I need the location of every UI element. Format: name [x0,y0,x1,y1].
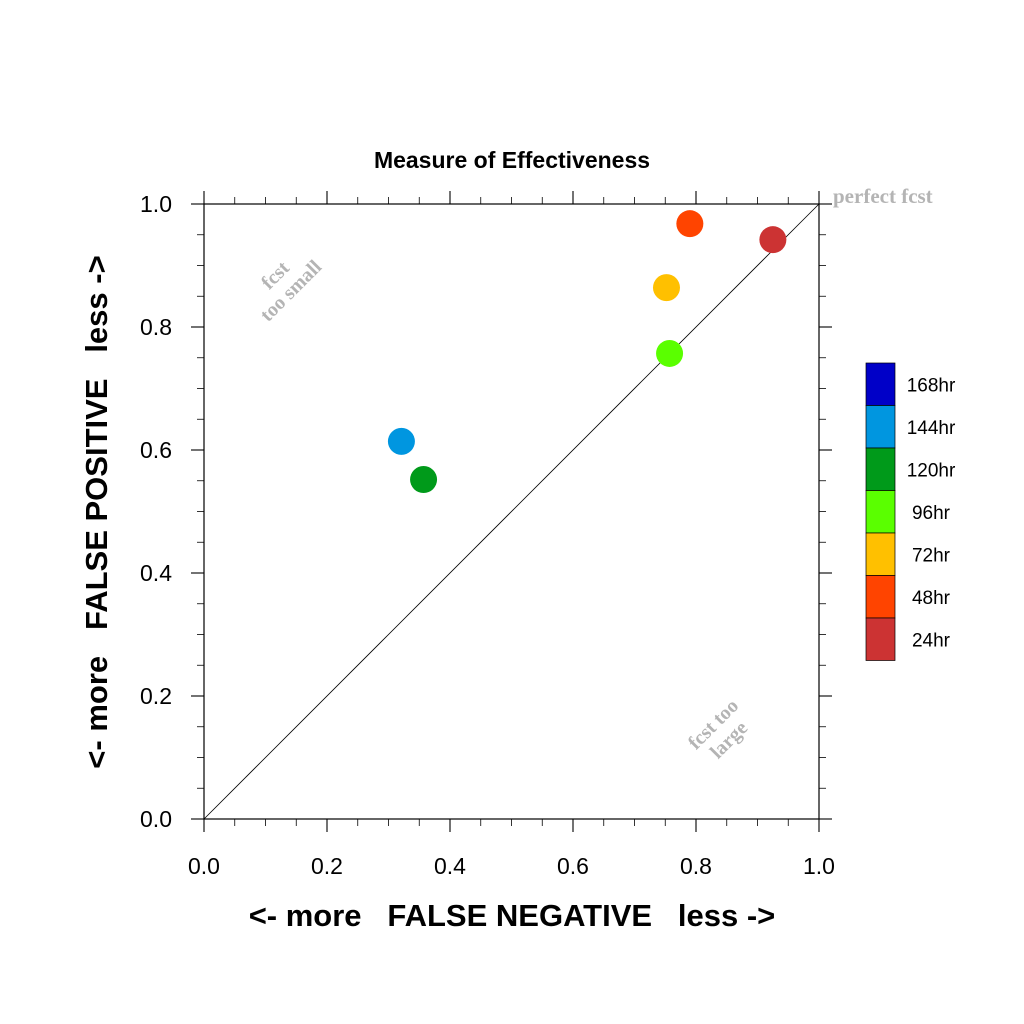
y-tick-label: 0.6 [140,437,172,463]
legend-swatch-72hr [865,532,896,576]
too-small-annotation: fcst too small [256,256,326,326]
x-axis-label: <- more FALSE NEGATIVE less -> [249,898,776,933]
legend-label-144hr: 144hr [907,418,956,439]
x-tick-label: 0.8 [680,853,712,879]
x-tick-label: 1.0 [803,853,835,879]
point-96hr [656,339,684,367]
point-144hr [387,427,415,455]
perfect-forecast-annotation: perfect fcst [833,184,933,208]
x-tick-labels: 0.0 0.2 0.4 0.6 0.8 1.0 [188,853,835,879]
x-tick-label: 0.6 [557,853,589,879]
point-24hr [759,226,787,254]
y-tick-label: 0.2 [140,683,172,709]
legend-label-48hr: 48hr [912,588,951,609]
legend: 168hr 144hr 120hr 96hr 72hr 48hr 24hr [865,362,956,661]
too-large-annotation: fcst too large [684,695,752,763]
legend-swatch-96hr [865,490,896,534]
y-tick-label: 0.4 [140,560,172,586]
x-tick-label: 0.2 [311,853,343,879]
diagonal-reference-line [203,203,820,820]
legend-swatch-48hr [865,575,896,619]
point-120hr [410,466,438,494]
x-tick-label: 0.0 [188,853,220,879]
legend-swatch-168hr [865,362,896,406]
y-axis-label: <- more FALSE POSITIVE less -> [79,255,114,768]
y-tick-labels: 0.0 0.2 0.4 0.6 0.8 1.0 [140,191,172,832]
legend-label-96hr: 96hr [912,503,951,524]
chart-title: Measure of Effectiveness [374,147,650,173]
y-tick-label: 0.8 [140,314,172,340]
legend-label-72hr: 72hr [912,545,951,566]
too-small-line2: too small [256,256,326,326]
point-72hr [652,274,680,302]
y-tick-label: 1.0 [140,191,172,217]
legend-swatch-144hr [865,405,896,449]
plot-frame [203,203,820,820]
data-points [387,210,787,494]
legend-swatch-120hr [865,447,896,491]
legend-label-120hr: 120hr [907,460,956,481]
axis-ticks [191,191,832,832]
point-48hr [676,210,704,238]
legend-label-168hr: 168hr [907,375,956,396]
y-tick-label: 0.0 [140,806,172,832]
legend-swatch-24hr [865,617,896,661]
x-tick-label: 0.4 [434,853,466,879]
legend-label-24hr: 24hr [912,630,951,651]
